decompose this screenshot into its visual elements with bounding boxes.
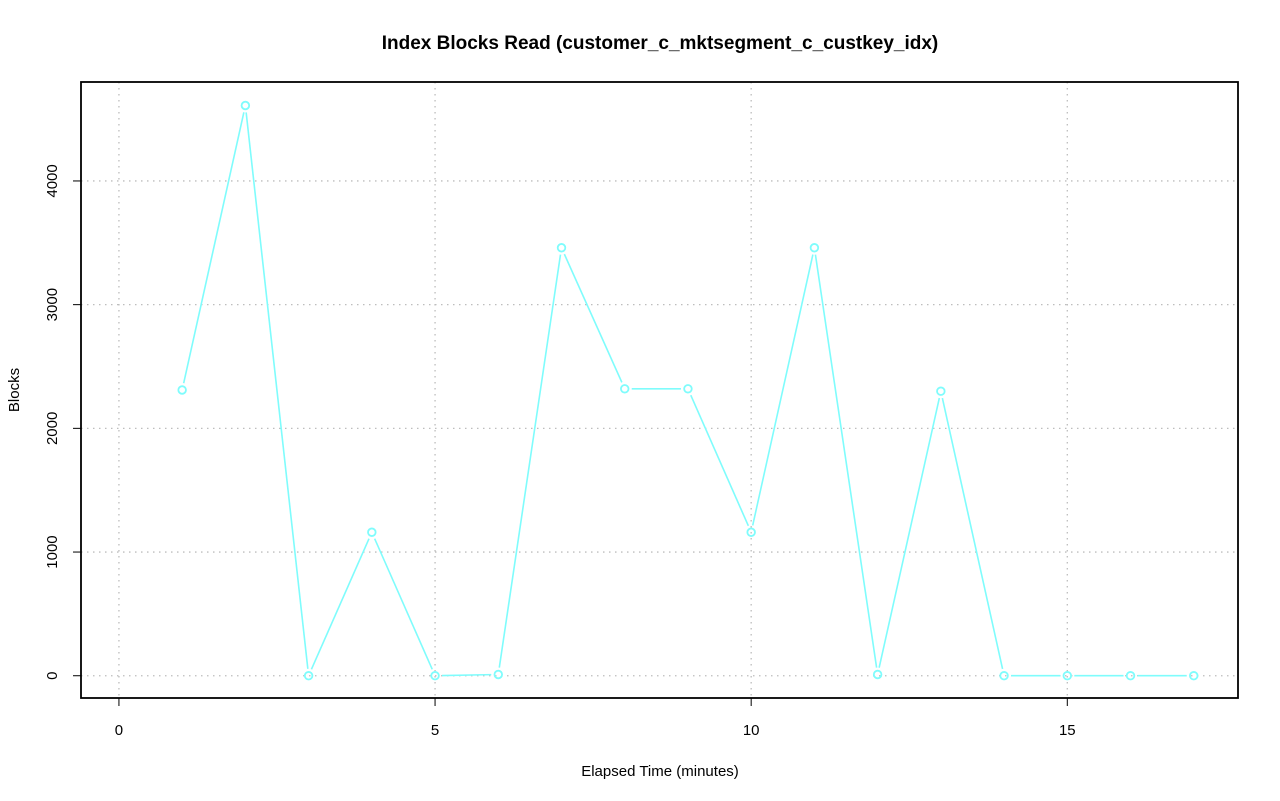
y-tick-label: 4000 xyxy=(44,164,61,197)
series-segment xyxy=(442,673,492,677)
chart-title: Index Blocks Read (customer_c_mktsegment… xyxy=(382,33,939,54)
data-point xyxy=(936,386,946,396)
data-point xyxy=(1125,671,1136,681)
grid xyxy=(81,82,1238,698)
x-axis-label: Elapsed Time (minutes) xyxy=(581,763,739,780)
series-segment xyxy=(245,112,309,669)
series-segment xyxy=(310,538,370,670)
data-point xyxy=(746,527,756,537)
data-point xyxy=(240,100,251,111)
series-segment xyxy=(878,397,941,668)
data-point xyxy=(367,527,377,537)
series-segment xyxy=(373,538,433,670)
series-segment xyxy=(563,253,623,383)
series-0 xyxy=(177,100,1199,681)
data-point xyxy=(872,669,883,680)
plot-frame xyxy=(80,81,1239,699)
series-segment xyxy=(814,254,878,668)
data-point xyxy=(620,384,630,394)
x-axis: 0 5 10 15 xyxy=(115,697,1076,739)
data-point xyxy=(683,384,693,394)
x-tick-label: 15 xyxy=(1059,722,1076,739)
series-segment xyxy=(941,397,1004,670)
data-point xyxy=(430,671,440,681)
x-tick-label: 10 xyxy=(743,722,760,739)
y-axis: 0 1000 2000 3000 4000 xyxy=(44,164,81,680)
series-segment xyxy=(690,394,750,527)
series-segment xyxy=(498,254,562,668)
data-point xyxy=(1189,671,1199,681)
data-point xyxy=(999,671,1009,681)
series-blocks xyxy=(177,100,1199,681)
y-tick-label: 3000 xyxy=(44,288,61,321)
y-axis-label: Blocks xyxy=(6,368,23,412)
x-tick-label: 0 xyxy=(115,722,123,739)
series-segment xyxy=(182,112,245,384)
data-point xyxy=(493,669,503,680)
y-tick-label: 0 xyxy=(44,672,61,680)
data-point xyxy=(556,243,567,253)
y-tick-label: 1000 xyxy=(44,535,61,568)
data-point xyxy=(809,243,820,253)
data-point xyxy=(177,385,187,395)
y-tick-label: 2000 xyxy=(44,412,61,445)
x-tick-label: 5 xyxy=(431,722,439,739)
series-segment xyxy=(751,254,814,526)
data-point xyxy=(1062,671,1072,681)
data-point xyxy=(303,671,314,681)
